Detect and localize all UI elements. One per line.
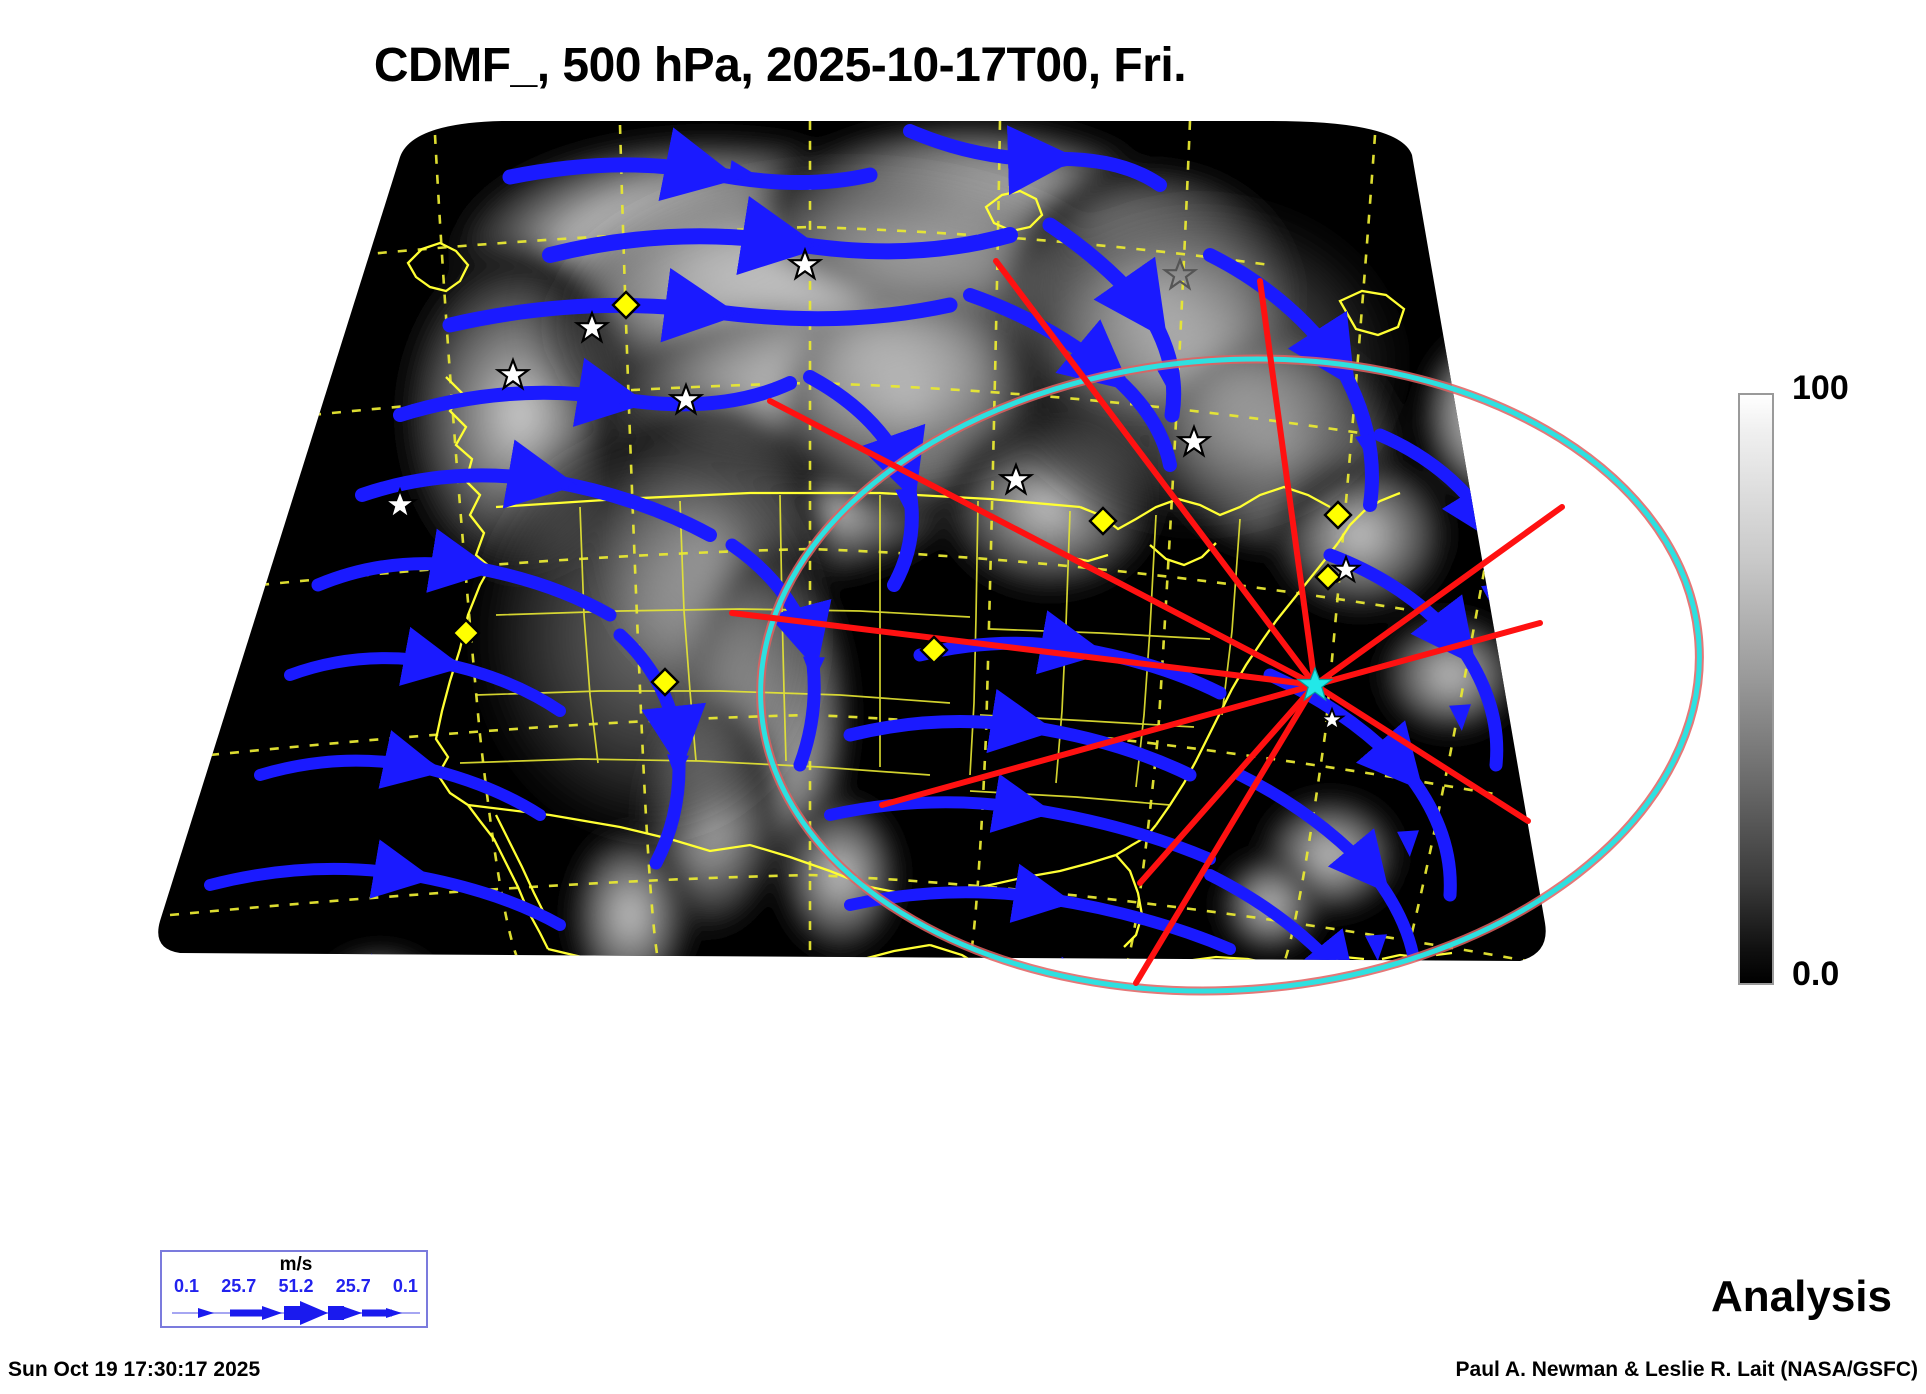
marker-star[interactable] (1318, 706, 1346, 732)
wind-tick-3: 25.7 (335, 1276, 371, 1296)
wind-tick-1: 25.7 (221, 1276, 257, 1296)
marker-star[interactable] (573, 309, 611, 344)
page-title: CDMF_, 500 hPa, 2025-10-17T00, Fri. (373, 39, 1187, 92)
marker-star[interactable] (667, 381, 705, 416)
marker-diamond[interactable] (451, 618, 481, 648)
wind-speed-legend: m/s 0.1 25.7 51.2 25.7 0.1 (160, 1250, 428, 1328)
analysis-label: Analysis (1711, 1272, 1892, 1321)
wind-legend-units: m/s (279, 1254, 313, 1275)
diamond-markers[interactable] (451, 290, 1353, 697)
range-ellipse (756, 354, 1704, 996)
wind-tick-4: 0.1 (392, 1276, 418, 1296)
star-markers[interactable] (381, 246, 1362, 732)
marker-diamond[interactable] (650, 667, 680, 697)
attribution-credit: Paul A. Newman & Leslie R. Lait (NASA/GS… (1455, 1358, 1918, 1381)
marker-star[interactable] (997, 461, 1035, 496)
colorbar-max-label: 100 (1792, 369, 1849, 407)
marker-diamond[interactable] (611, 290, 641, 320)
map-content (158, 121, 1546, 961)
marker-star[interactable] (1330, 554, 1362, 584)
marker-star[interactable] (381, 486, 419, 521)
wind-tick-2: 51.2 (278, 1276, 314, 1296)
marker-star[interactable] (494, 356, 532, 391)
colorbar-panel: 100 0.0 (1730, 369, 1920, 1005)
colorbar-gradient (1738, 393, 1774, 985)
marker-diamond[interactable] (1323, 500, 1353, 530)
hub-star-icon (1296, 666, 1334, 702)
marker-diamond[interactable] (1088, 506, 1118, 536)
generation-timestamp: Sun Oct 19 17:30:17 2025 (8, 1358, 261, 1381)
marker-star[interactable] (1175, 423, 1213, 458)
radial-lines (729, 258, 1565, 986)
wind-legend-arrow-icon (172, 1301, 420, 1325)
marker-diamond[interactable] (919, 635, 949, 665)
map-panel[interactable] (150, 115, 1710, 1235)
wind-tick-0: 0.1 (174, 1276, 200, 1296)
wind-legend-ticks: 0.1 25.7 51.2 25.7 0.1 (162, 1276, 430, 1298)
marker-diamond[interactable] (1314, 563, 1342, 591)
colorbar-min-label: 0.0 (1792, 955, 1840, 993)
marker-star[interactable] (786, 246, 824, 281)
weather-map[interactable] (150, 115, 1710, 1235)
marker-star[interactable] (1161, 256, 1199, 291)
